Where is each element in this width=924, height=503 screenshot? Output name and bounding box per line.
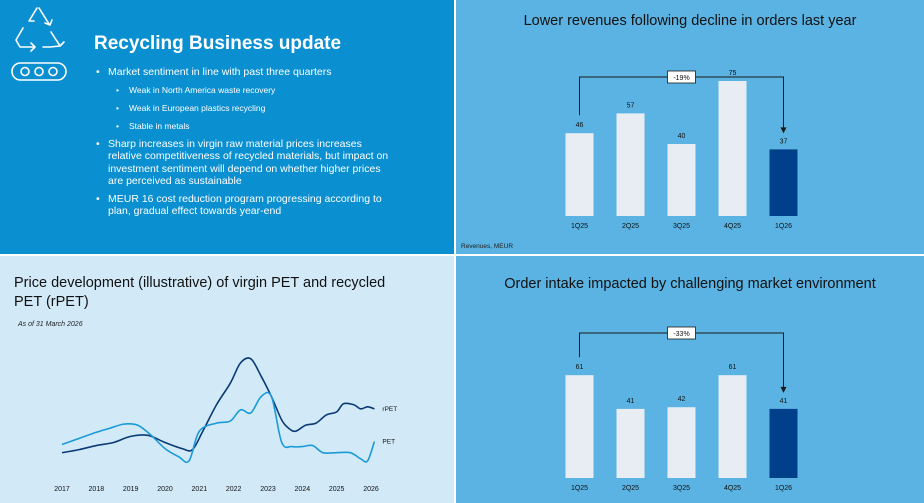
sub-bullet-item: Stable in metals [94,120,394,133]
x-tick-label: 1Q25 [571,485,588,492]
data-label: 61 [576,364,584,371]
change-badge [667,326,696,340]
comparison-bracket [579,332,784,388]
page-title: Recycling Business update [94,33,342,54]
x-tick-label: 2017 [54,486,70,493]
revenue-chart-panel: Lower revenues following decline in orde… [456,0,924,254]
data-label: 37 [780,138,788,145]
x-tick-label: 2021 [192,486,208,493]
bullet-item: Sharp increases in virgin raw material p… [94,138,394,188]
data-label: 57 [627,102,635,109]
revenue-unit-note: Revenues, MEUR [461,243,514,250]
x-tick-label: 3Q25 [673,223,690,230]
data-label: 41 [780,398,788,405]
price-line-chart: rPET PET 2017 2018 2019 2020 2021 2022 2023 2024 2… [54,357,397,493]
x-tick-label: 2026 [363,486,379,493]
price-chart-title: Price development (illustrative) of virg… [14,275,386,310]
comparison-arrowhead [780,386,787,393]
bar [718,375,747,478]
x-tick-label: 4Q25 [724,485,741,492]
x-tick-label: 1Q26 [775,223,792,230]
orders-bar-chart: 61 1Q25 41 2Q25 42 3Q25 61 4Q25 41 1Q26 -33% [565,326,798,492]
sub-bullet-item: Weak in North America waste recovery [94,84,394,97]
data-label: 46 [576,122,584,129]
series-line-pet [61,391,376,464]
bar [565,375,594,478]
x-tick-label: 2022 [226,486,242,493]
x-tick-label: 2019 [123,486,139,493]
bar [667,407,696,478]
legend-label: PET [382,438,395,445]
change-label: -33% [673,331,689,338]
bar [718,81,747,216]
x-tick-label: 1Q26 [775,485,792,492]
x-tick-label: 2018 [89,486,105,493]
x-tick-label: 2023 [260,486,276,493]
bullet-item: Market sentiment in line with past three… [94,66,394,79]
data-label: 42 [678,396,686,403]
data-label: 61 [729,364,737,371]
bar [616,113,645,216]
bar [616,408,645,478]
orders-chart-title: Order intake impacted by challenging mar… [504,276,876,292]
change-badge [667,70,696,84]
data-label: 40 [678,133,686,140]
data-label: 75 [729,70,737,77]
revenue-chart-title: Lower revenues following decline in orde… [523,13,857,29]
bar [565,133,594,216]
x-tick-label: 2024 [295,486,311,493]
orders-chart-panel: Order intake impacted by challenging mar… [456,256,924,503]
x-tick-label: 1Q25 [571,223,588,230]
comparison-arrowhead [780,127,787,134]
x-tick-label: 2Q25 [622,485,639,492]
x-tick-label: 2025 [329,486,345,493]
series-line-rpet [61,357,375,454]
bar [769,408,798,478]
recycle-icon [11,7,67,81]
price-chart-date: As of 31 March 2026 [18,321,83,328]
comparison-bracket [579,76,784,129]
x-tick-label: 4Q25 [724,223,741,230]
x-tick-label: 2020 [157,486,173,493]
bullet-item: MEUR 16 cost reduction program progressi… [94,193,394,218]
recycling-update-panel: Recycling Business update Market sentime… [0,0,454,254]
bar [667,144,696,216]
sub-bullet-item: Weak in European plastics recycling [94,102,394,115]
bar [769,149,798,216]
bullet-list: Market sentiment in line with past three… [94,66,394,223]
price-chart-panel: Price development (illustrative) of virg… [0,256,454,503]
x-tick-label: 3Q25 [673,485,690,492]
revenue-bar-chart: 46 1Q25 57 2Q25 40 3Q25 75 4Q25 37 1Q26 -19% [565,70,798,230]
change-label: -19% [673,75,689,82]
legend-label: rPET [382,406,397,413]
data-label: 41 [627,398,635,405]
x-tick-label: 2Q25 [622,223,639,230]
